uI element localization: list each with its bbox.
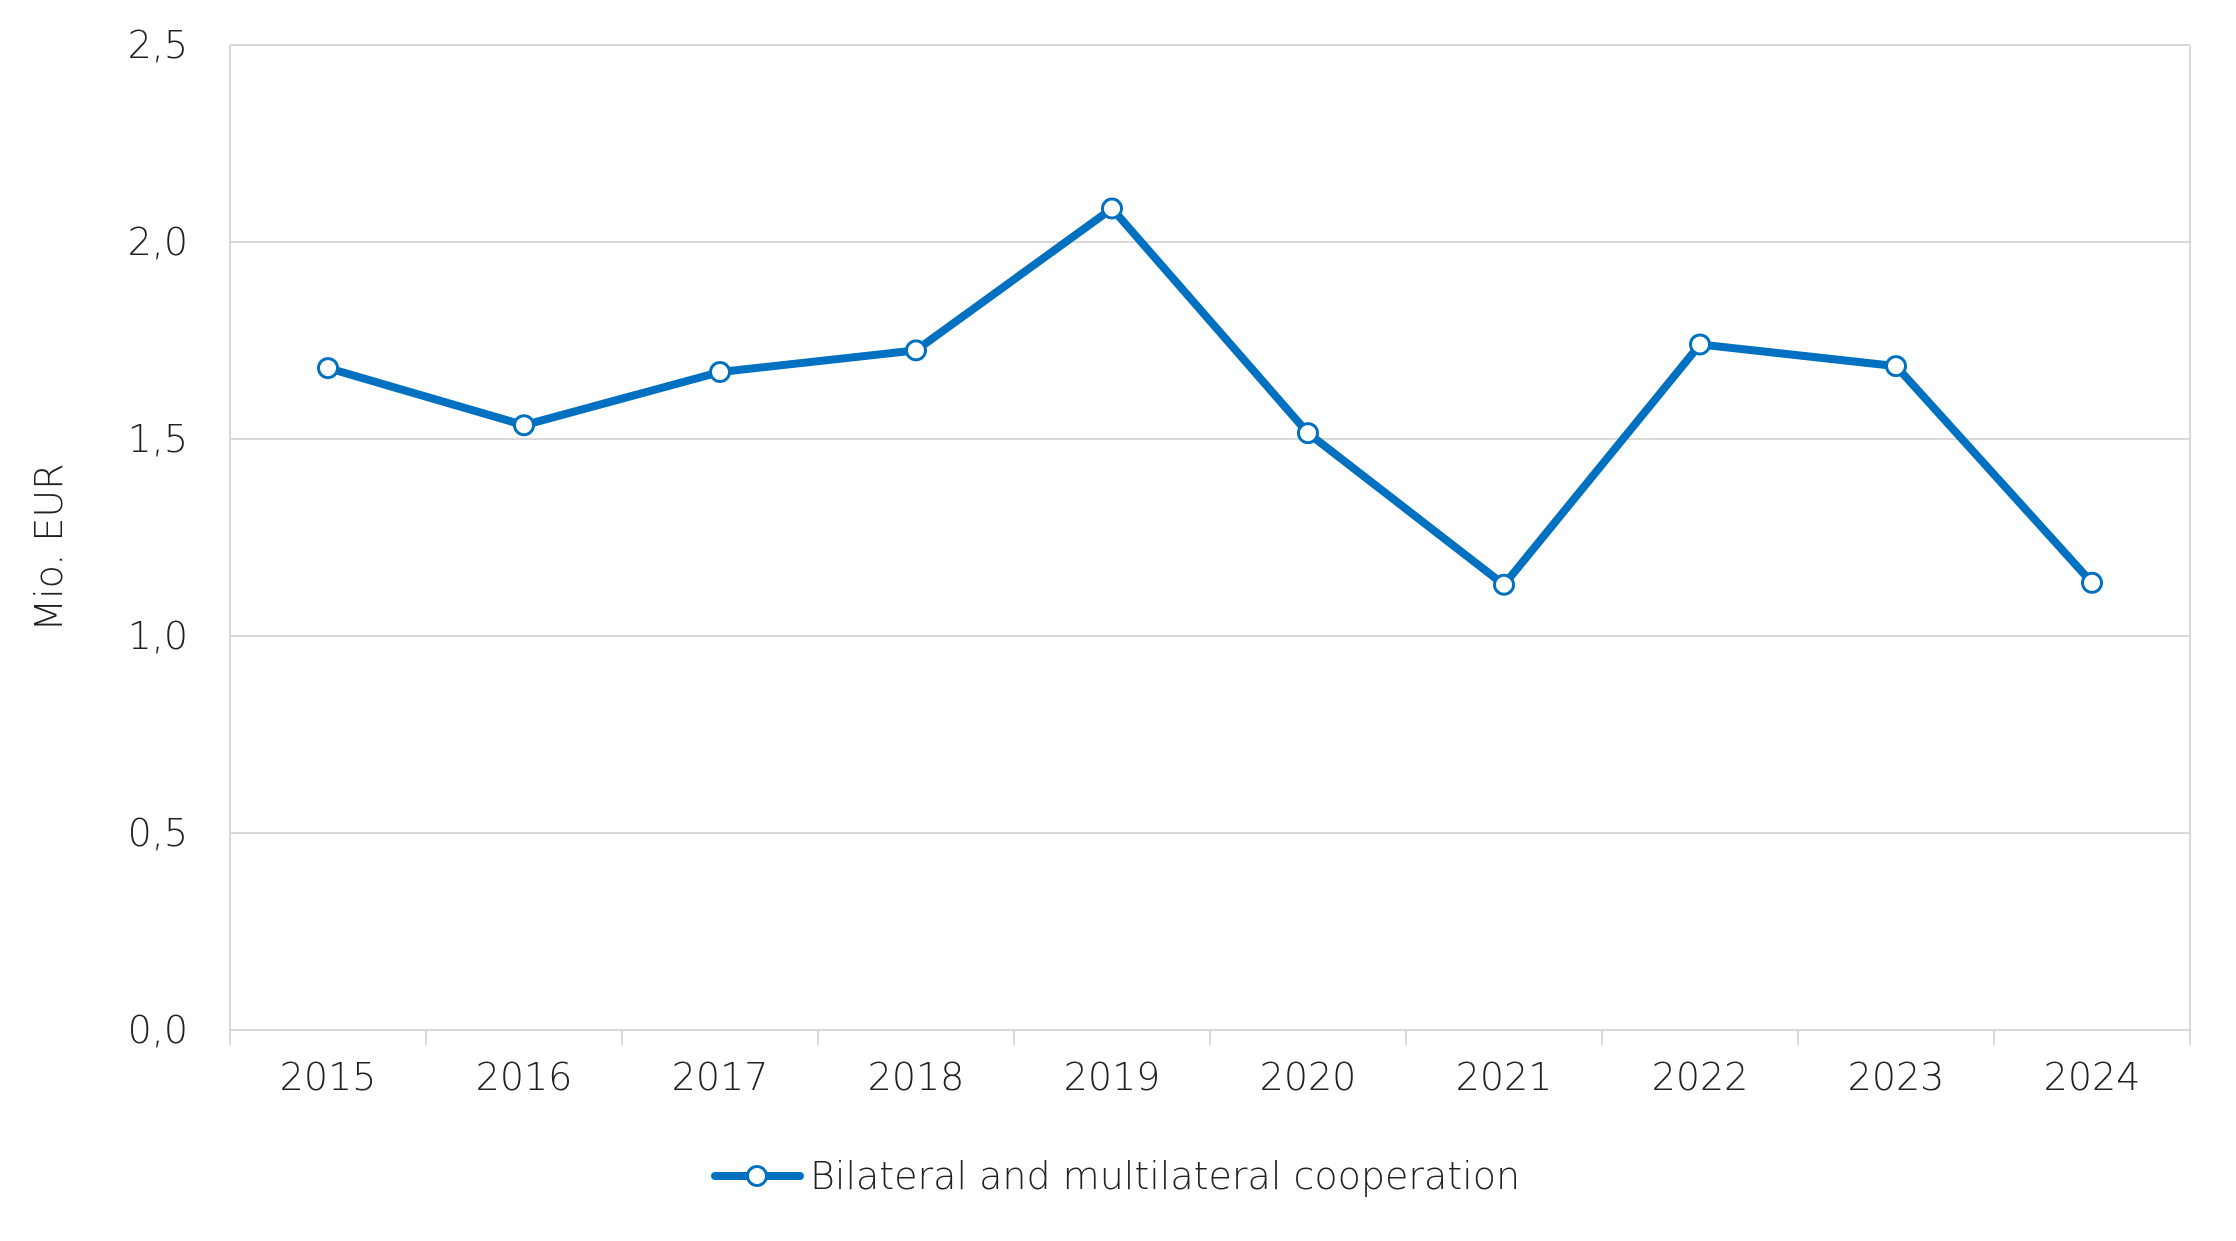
data-point bbox=[2081, 571, 2103, 594]
x-tick-label: 2020 bbox=[1260, 1055, 1357, 1099]
legend-label: Bilateral and multilateral cooperation bbox=[810, 1154, 1520, 1198]
y-tick-label: 1,5 bbox=[128, 417, 188, 461]
gridlines bbox=[230, 44, 2190, 834]
y-tick-label: 2,0 bbox=[128, 220, 188, 264]
x-tick-label: 2018 bbox=[868, 1055, 965, 1099]
x-tick-labels: 2015 2016 2017 2018 2019 2020 2021 2022 2023 2024 bbox=[280, 1055, 2141, 1099]
x-tick-label: 2017 bbox=[672, 1055, 769, 1099]
data-point bbox=[905, 339, 927, 362]
x-tick-label: 2015 bbox=[280, 1055, 377, 1099]
data-point bbox=[513, 414, 535, 437]
legend-marker bbox=[746, 1165, 768, 1187]
data-point bbox=[1885, 355, 1907, 378]
y-tick-label: 0,0 bbox=[128, 1008, 188, 1052]
y-axis-title: Mio. EUR bbox=[27, 463, 71, 631]
x-tick-label: 2022 bbox=[1652, 1055, 1749, 1099]
data-point bbox=[1101, 197, 1123, 220]
data-point bbox=[709, 361, 731, 384]
x-tick-label: 2016 bbox=[476, 1055, 573, 1099]
data-point bbox=[1493, 573, 1515, 596]
data-point bbox=[1297, 422, 1319, 445]
y-tick-label: 0,5 bbox=[128, 811, 188, 855]
x-tick-label: 2024 bbox=[2044, 1055, 2141, 1099]
data-point bbox=[1689, 333, 1711, 356]
series bbox=[317, 197, 2103, 596]
axes bbox=[229, 44, 2191, 1045]
x-tick-label: 2023 bbox=[1848, 1055, 1945, 1099]
y-tick-label: 1,0 bbox=[128, 614, 188, 658]
legend: Bilateral and multilateral cooperation bbox=[711, 1154, 1520, 1198]
data-point bbox=[317, 357, 339, 380]
y-tick-labels: 0,0 0,5 1,0 1,5 2,0 2,5 bbox=[128, 23, 188, 1052]
y-tick-label: 2,5 bbox=[128, 23, 188, 67]
series-line bbox=[324, 204, 2096, 589]
x-tick-label: 2019 bbox=[1064, 1055, 1161, 1099]
x-tick-label: 2021 bbox=[1456, 1055, 1553, 1099]
